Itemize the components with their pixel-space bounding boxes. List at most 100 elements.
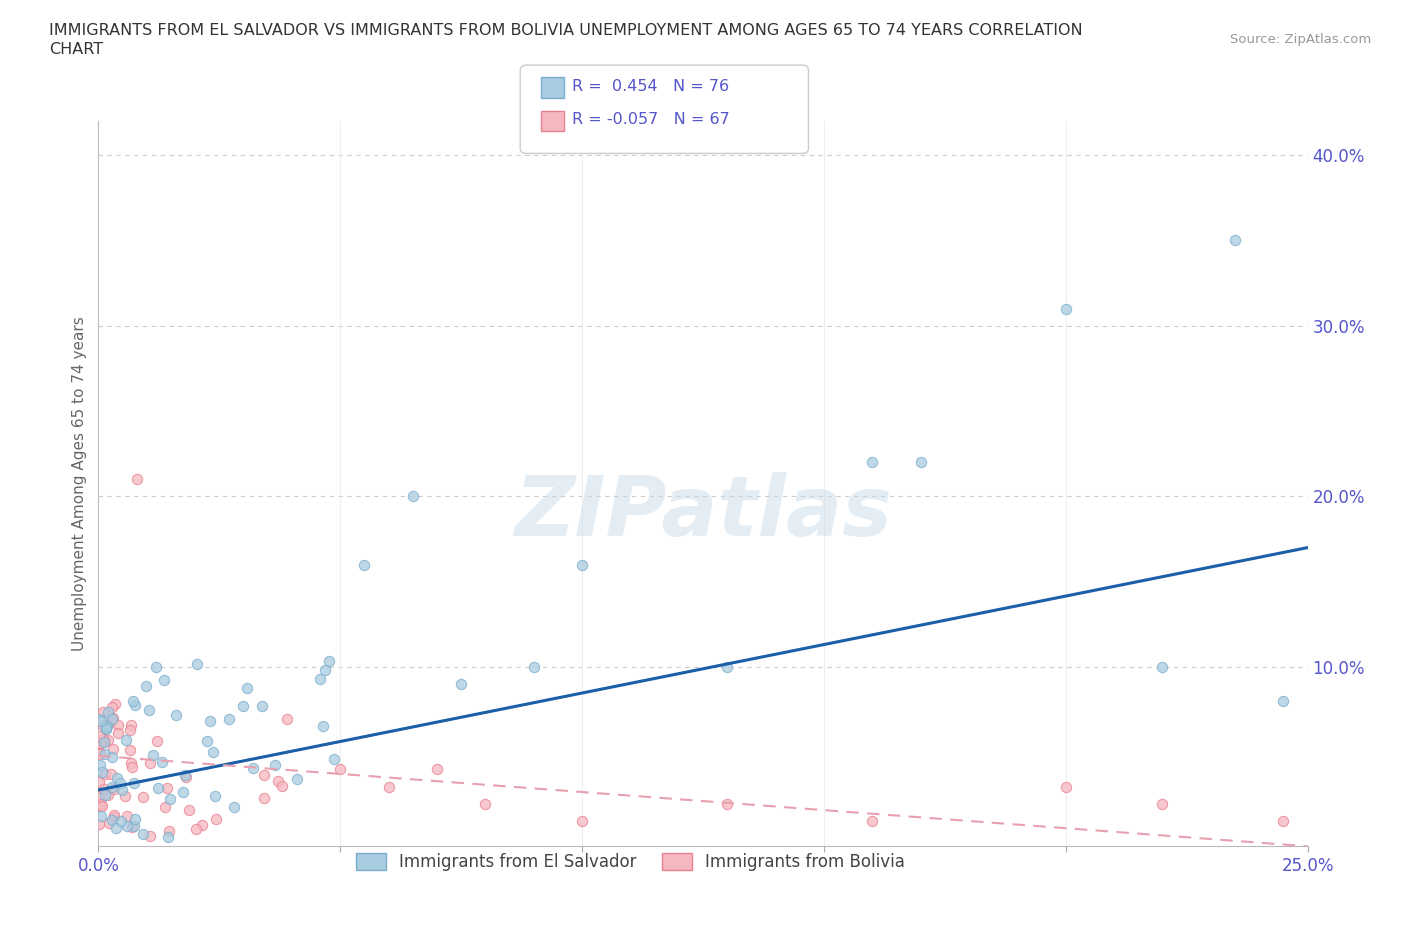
Point [1223, 232, 1246, 247]
Text: CHART: CHART [49, 42, 103, 57]
Point [172, 784, 194, 799]
Point [176, 770, 198, 785]
Point [96, 722, 118, 737]
Point [204, 812, 226, 827]
Point [131, 790, 153, 804]
Point [1054, 301, 1077, 316]
Point [100, 766, 122, 781]
Point [89, 743, 111, 758]
Point [96, 718, 118, 733]
Point [118, 723, 141, 737]
Point [90, 797, 112, 812]
Point [122, 694, 145, 709]
Point [232, 698, 254, 713]
Point [450, 677, 472, 692]
Point [93, 735, 115, 750]
Point [402, 489, 425, 504]
Point [165, 707, 187, 722]
Point [124, 698, 146, 712]
Point [135, 679, 157, 694]
Point [523, 659, 546, 674]
Point [91, 799, 114, 814]
Point [716, 796, 738, 811]
Point [107, 725, 129, 740]
Point [103, 809, 125, 824]
Point [89, 747, 111, 762]
Point [100, 714, 122, 729]
Point [96, 718, 118, 733]
Point [94, 766, 117, 781]
Point [87, 775, 110, 790]
Point [122, 819, 145, 834]
Point [1152, 796, 1174, 811]
Point [94, 747, 117, 762]
Point [204, 789, 226, 804]
Point [87, 817, 110, 831]
Point [97, 705, 120, 720]
Point [138, 703, 160, 718]
Point [115, 808, 138, 823]
Point [156, 781, 179, 796]
Point [1152, 659, 1174, 674]
Point [910, 455, 932, 470]
Point [91, 717, 114, 732]
Point [100, 699, 122, 714]
Point [89, 798, 111, 813]
Point [101, 750, 124, 764]
Point [101, 779, 124, 794]
Point [266, 774, 288, 789]
Point [97, 788, 120, 803]
Point [314, 662, 336, 677]
Point [93, 782, 115, 797]
Point [115, 819, 138, 834]
Point [110, 814, 132, 829]
Point [110, 776, 132, 790]
Point [105, 820, 128, 835]
Point [138, 829, 160, 844]
Point [253, 767, 276, 782]
Point [101, 711, 124, 726]
Point [156, 830, 179, 844]
Point [120, 717, 142, 732]
Point [122, 776, 145, 790]
Point [159, 791, 181, 806]
Point [426, 762, 449, 777]
Point [87, 790, 110, 805]
Point [218, 711, 240, 726]
Point [195, 733, 218, 748]
Point [1054, 779, 1077, 794]
Point [236, 680, 259, 695]
Point [264, 758, 287, 773]
Point [276, 711, 298, 726]
Point [105, 771, 128, 786]
Point [1272, 813, 1295, 828]
Point [860, 455, 883, 470]
Point [89, 736, 111, 751]
Point [190, 817, 212, 832]
Point [1272, 694, 1295, 709]
Point [329, 762, 352, 777]
Point [89, 711, 111, 726]
Point [94, 787, 117, 802]
Point [132, 827, 155, 842]
Text: R =  0.454   N = 76: R = 0.454 N = 76 [572, 79, 730, 94]
Point [115, 733, 138, 748]
Point [142, 748, 165, 763]
Point [285, 771, 308, 786]
Point [184, 821, 207, 836]
Point [101, 742, 124, 757]
Point [145, 659, 167, 674]
Point [91, 705, 114, 720]
Point [242, 761, 264, 776]
Point [120, 743, 142, 758]
Point [90, 713, 112, 728]
Point [89, 728, 111, 743]
Point [107, 718, 129, 733]
Point [97, 816, 120, 830]
Point [91, 732, 114, 747]
Point [120, 756, 142, 771]
Point [138, 756, 160, 771]
Point [124, 812, 146, 827]
Text: R = -0.057   N = 67: R = -0.057 N = 67 [572, 113, 730, 127]
Point [100, 813, 122, 828]
